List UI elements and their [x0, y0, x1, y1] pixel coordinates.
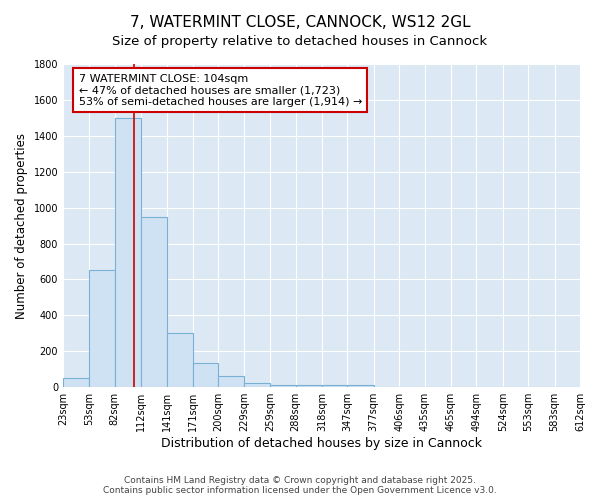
Text: Contains HM Land Registry data © Crown copyright and database right 2025.
Contai: Contains HM Land Registry data © Crown c… — [103, 476, 497, 495]
Bar — [322, 386, 347, 387]
Text: Size of property relative to detached houses in Cannock: Size of property relative to detached ho… — [112, 35, 488, 48]
Bar — [141, 216, 167, 387]
X-axis label: Distribution of detached houses by size in Cannock: Distribution of detached houses by size … — [161, 437, 482, 450]
Bar — [244, 382, 270, 387]
Bar — [296, 386, 322, 387]
Y-axis label: Number of detached properties: Number of detached properties — [15, 132, 28, 318]
Bar — [193, 363, 218, 387]
Bar — [218, 376, 244, 387]
Bar — [115, 118, 141, 387]
Text: 7 WATERMINT CLOSE: 104sqm
← 47% of detached houses are smaller (1,723)
53% of se: 7 WATERMINT CLOSE: 104sqm ← 47% of detac… — [79, 74, 362, 107]
Bar — [63, 378, 89, 387]
Bar — [270, 384, 296, 387]
Text: 7, WATERMINT CLOSE, CANNOCK, WS12 2GL: 7, WATERMINT CLOSE, CANNOCK, WS12 2GL — [130, 15, 470, 30]
Bar — [89, 270, 115, 387]
Bar — [167, 334, 193, 387]
Bar — [347, 386, 374, 387]
